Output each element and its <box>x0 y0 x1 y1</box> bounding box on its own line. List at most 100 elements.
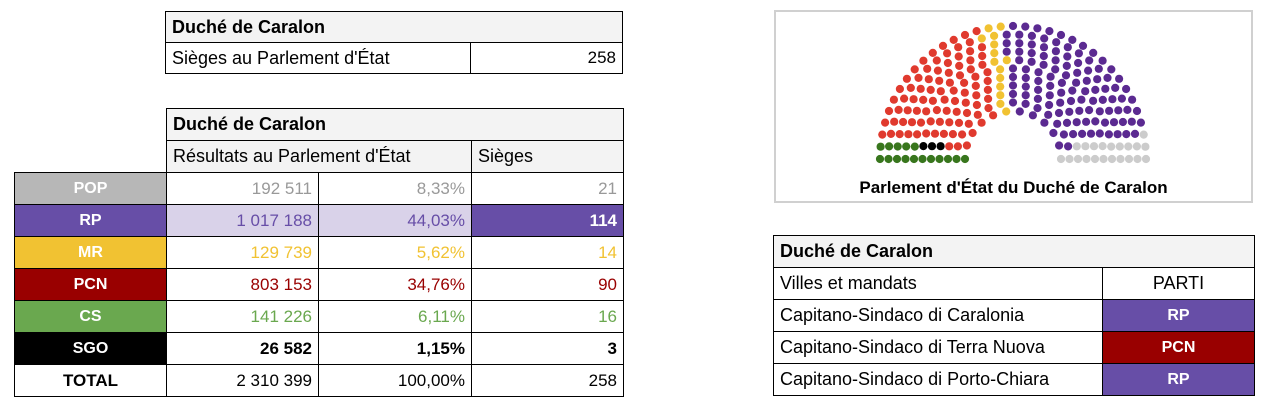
results-subtitle[interactable]: Résultats au Parlement d'État <box>166 140 472 173</box>
seat-rp <box>1021 73 1030 83</box>
seat-pcn <box>971 81 980 90</box>
seats-value[interactable]: 258 <box>470 42 623 74</box>
seat-pcn <box>978 51 987 61</box>
seats-cell[interactable]: 90 <box>471 268 624 301</box>
seat-pcn <box>938 41 948 50</box>
percent-cell[interactable]: 8,33% <box>318 172 472 205</box>
votes-cell[interactable]: 141 226 <box>166 300 319 333</box>
total-label[interactable]: TOTAL <box>14 364 167 397</box>
seat-pcn <box>939 129 948 138</box>
seat-rp <box>1021 82 1030 91</box>
total-percent[interactable]: 100,00% <box>318 364 472 397</box>
seat-rp <box>1034 68 1043 77</box>
votes-cell[interactable]: 192 511 <box>166 172 319 205</box>
seat-sgo <box>936 142 945 151</box>
seat-rp <box>1077 95 1086 104</box>
seats-table: Duché de Caralon Sièges au Parlement d'É… <box>165 11 623 74</box>
seat-pcn <box>890 117 899 126</box>
seat-rp <box>1065 107 1074 116</box>
seat-mr <box>996 82 1005 91</box>
percent-cell[interactable]: 44,03% <box>318 204 472 237</box>
percent-cell[interactable]: 5,62% <box>318 236 472 269</box>
mandate-party[interactable]: RP <box>1102 363 1255 396</box>
seat-rp <box>1059 130 1068 139</box>
seat-pcn <box>913 130 922 139</box>
party-cell[interactable]: CS <box>14 300 167 333</box>
seat-mr <box>996 73 1005 83</box>
votes-cell[interactable]: 26 582 <box>166 332 319 365</box>
seat-cs <box>960 154 970 164</box>
seat-rp <box>1098 95 1107 104</box>
seat-rp <box>1084 66 1093 75</box>
mandates-table-title[interactable]: Duché de Caralon <box>773 235 1255 268</box>
seats-cell[interactable]: 3 <box>471 332 624 365</box>
seat-cs <box>892 154 902 164</box>
seats-label[interactable]: Sièges au Parlement d'État <box>165 42 471 74</box>
seat-rp <box>1117 94 1126 103</box>
percent-cell[interactable]: 6,11% <box>318 300 472 333</box>
party-cell[interactable]: POP <box>14 172 167 205</box>
votes-cell[interactable]: 1 017 188 <box>166 204 319 237</box>
seat-mr <box>1002 107 1011 116</box>
seat-rp <box>1002 47 1011 56</box>
seat-rp <box>1049 128 1058 138</box>
blank-cell <box>15 109 167 141</box>
seat-cs <box>926 154 936 164</box>
seats-cell[interactable]: 14 <box>471 236 624 269</box>
seat-rp <box>1114 106 1123 115</box>
seat-cs <box>885 142 894 151</box>
mandate-party[interactable]: RP <box>1102 299 1255 332</box>
seat-pcn <box>930 129 940 138</box>
seat-pop <box>1132 142 1141 151</box>
seat-rp <box>1033 24 1042 33</box>
seat-rp <box>1027 31 1036 40</box>
seat-pcn <box>972 100 981 110</box>
seat-pcn <box>933 66 942 75</box>
seat-rp <box>1122 130 1131 139</box>
party-cell[interactable]: MR <box>14 236 167 269</box>
seat-pcn <box>954 118 964 127</box>
total-votes[interactable]: 2 310 399 <box>166 364 319 397</box>
party-cell[interactable]: PCN <box>14 268 167 301</box>
mandate-label[interactable]: Capitano-Sindaco di Terra Nuova <box>773 331 1103 364</box>
percent-cell[interactable]: 34,76% <box>318 268 472 301</box>
seat-pcn <box>966 47 975 56</box>
seats-header[interactable]: Sièges <box>471 140 624 173</box>
mandate-label[interactable]: Capitano-Sindaco di Porto-Chiara <box>773 363 1103 396</box>
seat-rp <box>1093 75 1102 84</box>
seat-rp <box>1008 81 1018 90</box>
mandate-party[interactable]: PCN <box>1102 331 1255 364</box>
party-cell[interactable]: RP <box>14 204 167 237</box>
mandate-label[interactable]: Capitano-Sindaco di Caralonia <box>773 299 1103 332</box>
mandates-col-party[interactable]: PARTI <box>1102 267 1255 300</box>
seat-rp <box>1044 110 1053 119</box>
votes-cell[interactable]: 129 739 <box>166 236 319 269</box>
seat-pcn <box>909 95 918 104</box>
seat-rp <box>1074 49 1083 58</box>
seat-pop <box>1141 154 1151 164</box>
seat-rp <box>1061 71 1071 80</box>
seat-rp <box>1128 95 1137 104</box>
seat-pcn <box>978 60 987 69</box>
party-cell[interactable]: SGO <box>14 332 167 365</box>
seat-rp <box>1113 130 1122 139</box>
seats-cell[interactable]: 21 <box>471 172 624 205</box>
seats-cell[interactable]: 114 <box>471 204 624 237</box>
percent-cell[interactable]: 1,15% <box>318 332 472 365</box>
seat-rp <box>1078 41 1088 50</box>
mandates-col-label[interactable]: Villes et mandats <box>773 267 1103 300</box>
results-table-title[interactable]: Duché de Caralon <box>166 108 624 141</box>
seat-rp <box>1051 47 1060 56</box>
total-seats[interactable]: 258 <box>471 364 624 397</box>
mandates-table: Duché de Caralon Villes et mandats PARTI… <box>773 235 1255 396</box>
seat-pcn <box>910 65 919 74</box>
seats-table-title[interactable]: Duché de Caralon <box>165 11 623 43</box>
seats-cell[interactable]: 16 <box>471 300 624 333</box>
seat-rp <box>1008 21 1018 31</box>
seat-pcn <box>968 128 977 138</box>
seat-rp <box>1008 64 1018 73</box>
seat-pop <box>1072 142 1081 151</box>
seat-rp <box>1008 98 1018 107</box>
votes-cell[interactable]: 803 153 <box>166 268 319 301</box>
seat-rp <box>1075 106 1084 115</box>
